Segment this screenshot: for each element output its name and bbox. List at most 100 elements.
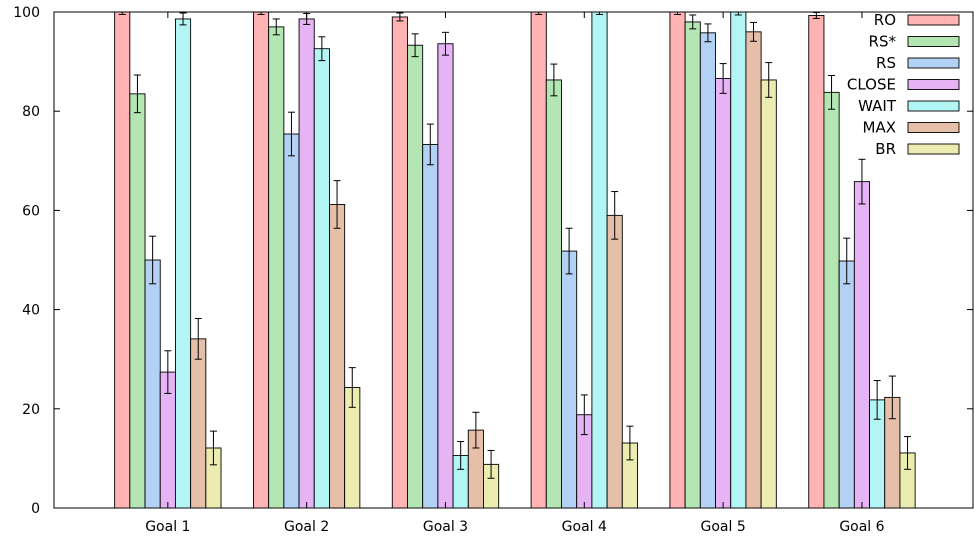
- error-bar-br-6: [904, 436, 912, 470]
- error-bar-wait-1: [179, 12, 187, 26]
- error-bar-close-6: [858, 158, 866, 205]
- bar-close-5: [715, 78, 732, 509]
- legend-swatch: [907, 100, 960, 112]
- bar-rs-4: [561, 250, 578, 509]
- x-tick-label: Goal 1: [145, 519, 190, 535]
- legend-label: RO: [874, 11, 896, 29]
- error-bar-rs-1: [149, 235, 157, 285]
- legend-item-close: CLOSE: [847, 76, 960, 94]
- y-tick-label: 80: [22, 104, 40, 120]
- bar-ro-4: [530, 11, 547, 509]
- bar-rs-1: [129, 93, 146, 509]
- plot-frame: [53, 11, 974, 509]
- bar-wait-4: [591, 11, 608, 509]
- legend-swatch: [907, 14, 960, 26]
- bar-close-3: [437, 43, 454, 509]
- error-bar-max-5: [750, 21, 758, 42]
- legend-label: CLOSE: [847, 76, 896, 94]
- bar-ro-5: [669, 11, 686, 509]
- y-tick-label: 0: [31, 501, 40, 517]
- error-bar-ro-4: [535, 11, 543, 15]
- error-bars-layer: [118, 11, 912, 479]
- error-bar-wait-2: [318, 36, 326, 62]
- bar-rs-2: [283, 133, 300, 509]
- error-bar-rs-2: [272, 18, 280, 36]
- legend-swatch: [907, 57, 960, 69]
- x-tick-label: Goal 5: [700, 519, 745, 535]
- error-bar-close-5: [719, 63, 727, 94]
- legend-label: RS: [876, 54, 896, 72]
- legend-swatch: [907, 143, 960, 155]
- error-bar-close-4: [580, 394, 588, 436]
- bar-wait-2: [313, 48, 330, 509]
- legend-label: WAIT: [858, 97, 897, 115]
- error-bar-br-2: [348, 367, 356, 408]
- bar-rs-1: [144, 259, 161, 509]
- error-bar-max-2: [333, 180, 341, 229]
- error-bar-br-1: [209, 430, 217, 466]
- bar-ro-6: [808, 15, 825, 509]
- y-tick-label: 100: [13, 5, 40, 21]
- bar-rs-6: [823, 91, 840, 509]
- bar-max-2: [329, 203, 346, 509]
- bar-max-5: [745, 31, 762, 509]
- y-tick-label: 60: [22, 203, 40, 219]
- bar-rs-3: [422, 143, 439, 509]
- bar-close-2: [298, 18, 315, 509]
- error-bar-br-3: [487, 449, 495, 479]
- error-bar-rs-3: [426, 123, 434, 166]
- x-tick-label: Goal 3: [423, 519, 468, 535]
- legend: RO RS* RS CLOSE WAIT MAX BR: [847, 11, 960, 158]
- bar-rs-4: [545, 79, 562, 509]
- error-bar-br-5: [765, 62, 773, 98]
- bars-layer: [114, 11, 916, 509]
- error-bar-rs-4: [550, 63, 558, 97]
- bar-rs-2: [268, 26, 285, 509]
- error-bar-rs-4: [565, 227, 573, 275]
- bar-br-5: [760, 79, 777, 509]
- error-bar-max-1: [194, 318, 202, 360]
- bar-ro-3: [391, 16, 408, 509]
- error-bar-max-3: [472, 411, 480, 449]
- legend-item-max: MAX: [863, 119, 960, 137]
- y-tick-label: 20: [22, 402, 40, 418]
- plot-area: [53, 11, 974, 509]
- error-bar-wait-3: [457, 441, 465, 470]
- x-tick-label: Goal 2: [284, 519, 329, 535]
- legend-item-wait: WAIT: [858, 97, 960, 115]
- error-bar-ro-1: [118, 11, 126, 15]
- bar-ro-2: [253, 11, 270, 509]
- error-bar-ro-6: [812, 11, 820, 19]
- legend-item-rs: RS: [876, 54, 960, 72]
- error-bar-wait-4: [595, 11, 603, 15]
- bar-wait-1: [174, 18, 192, 509]
- error-bar-wait-6: [873, 380, 881, 420]
- error-bar-rs-6: [843, 237, 851, 285]
- error-bar-wait-5: [734, 11, 742, 16]
- error-bar-rs-2: [287, 111, 295, 157]
- error-bar-close-3: [441, 31, 449, 56]
- bar-rs-5: [699, 32, 716, 509]
- error-bar-rs-5: [689, 14, 697, 30]
- legend-item-br: BR: [875, 140, 960, 158]
- error-bar-rs-3: [411, 33, 419, 58]
- bar-wait-5: [730, 11, 747, 509]
- error-bar-rs-6: [828, 74, 836, 110]
- bar-rs-6: [838, 260, 855, 509]
- axes-layer: Goal 1 Goal 2 Goal 3 Goal 4 Goal 5 Goal 6 0 20 4…: [13, 5, 973, 535]
- bar-max-4: [606, 214, 623, 509]
- legend-item-ro: RO: [874, 11, 960, 29]
- bar-close-6: [853, 181, 870, 509]
- bar-ro-1: [114, 11, 131, 509]
- legend-item-rs: RS*: [869, 33, 960, 51]
- error-bar-ro-5: [674, 11, 682, 15]
- bar-max-1: [190, 338, 207, 509]
- bar-rs-3: [407, 44, 424, 509]
- error-bar-close-1: [164, 350, 172, 394]
- legend-swatch: [907, 79, 960, 90]
- error-bar-rs-5: [704, 23, 712, 43]
- legend-label: RS*: [869, 33, 897, 51]
- error-bar-ro-3: [396, 12, 404, 22]
- error-bar-ro-2: [257, 11, 265, 15]
